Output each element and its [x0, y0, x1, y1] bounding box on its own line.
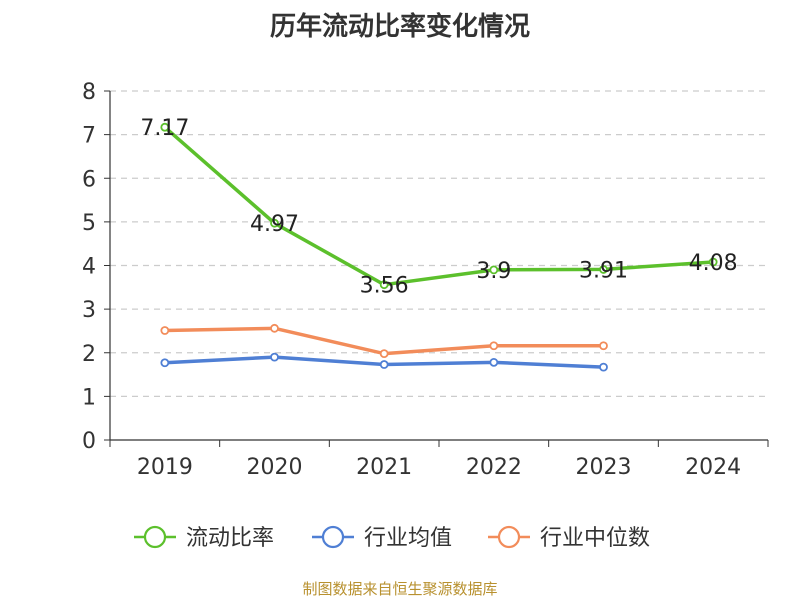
- series-lines: [160, 122, 718, 372]
- data-point: [379, 360, 389, 369]
- y-tick-label: 3: [82, 298, 96, 323]
- data-point: [599, 362, 608, 372]
- data-point: [489, 265, 499, 275]
- data-point: [489, 341, 499, 351]
- legend: 流动比率 行业均值 行业中位数: [134, 525, 650, 551]
- data-point: [160, 122, 170, 132]
- data-point: [708, 257, 718, 267]
- data-point: [270, 352, 279, 362]
- data-labels: 7.17 4.97 3.56 3.9 3.91 4.08: [140, 116, 737, 298]
- legend-marker: [321, 525, 345, 549]
- y-tick-label: 6: [82, 167, 96, 192]
- y-tick-label: 5: [82, 211, 96, 236]
- y-tick-label: 7: [82, 124, 96, 149]
- legend-label: 流动比率: [186, 526, 274, 551]
- data-point: [270, 323, 279, 333]
- x-tick-label: 2024: [685, 455, 741, 480]
- y-tick-label: 2: [82, 342, 96, 367]
- data-label: 3.9: [476, 259, 511, 284]
- x-tick-label: 2022: [466, 455, 522, 480]
- data-label: 3.91: [579, 258, 628, 283]
- y-tick-label: 8: [82, 80, 96, 105]
- legend-label: 行业中位数: [540, 526, 650, 551]
- y-tick-label: 4: [82, 255, 96, 280]
- x-tick-label: 2021: [356, 455, 412, 480]
- data-point: [160, 358, 170, 368]
- y-tick-label: 0: [82, 429, 96, 454]
- data-label: 7.17: [140, 116, 189, 141]
- data-point: [489, 357, 499, 367]
- x-tick-label: 2023: [576, 455, 632, 480]
- series-line: [163, 125, 714, 287]
- data-point: [160, 326, 170, 335]
- x-tick-label: 2019: [137, 455, 193, 480]
- data-label: 4.97: [250, 212, 299, 237]
- y-tick-label: 1: [82, 385, 96, 410]
- data-label: 4.08: [689, 251, 738, 276]
- chart-title: 历年流动比率变化情况: [269, 12, 530, 42]
- legend-label: 行业均值: [364, 526, 452, 551]
- x-tick-label: 2020: [247, 455, 303, 480]
- axes: 0 1 2 3 4 5 6 7 8 2019 2020 2021 2022 2023 2024: [82, 80, 769, 480]
- data-point: [270, 218, 279, 228]
- data-point: [599, 341, 608, 351]
- data-point: [379, 280, 389, 290]
- source-note: 制图数据来自恒生聚源数据库: [302, 580, 498, 598]
- data-label: 3.56: [360, 274, 409, 299]
- data-point: [379, 349, 389, 359]
- data-point: [599, 265, 608, 274]
- legend-marker: [143, 525, 167, 549]
- legend-marker: [497, 525, 521, 549]
